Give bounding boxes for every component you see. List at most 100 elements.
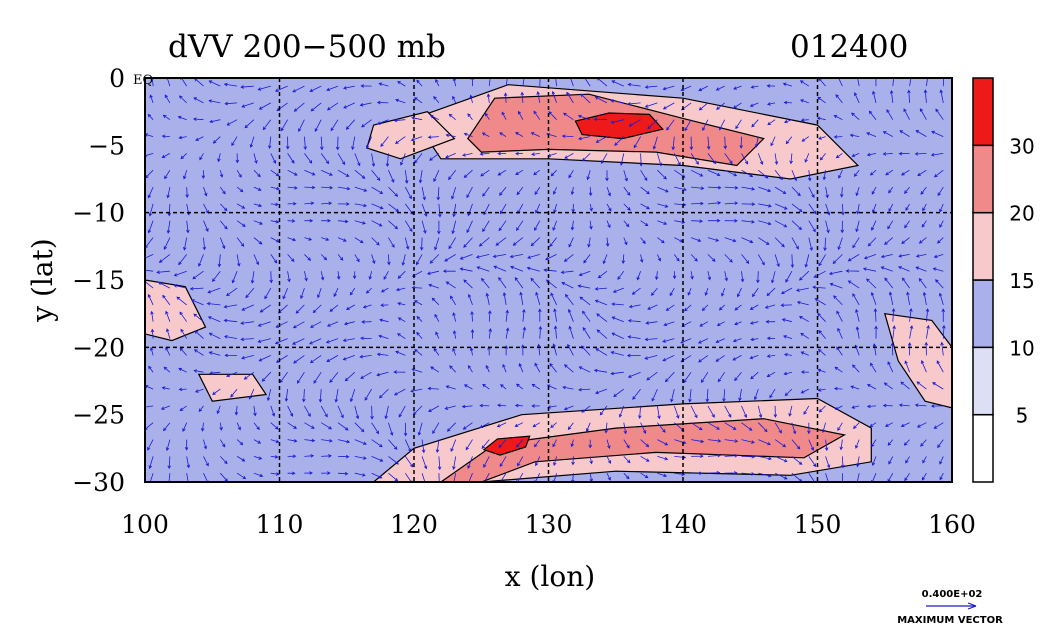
wind-vector xyxy=(148,365,154,373)
wind-vector xyxy=(623,439,630,449)
wind-vector xyxy=(644,355,658,360)
wind-vector xyxy=(287,454,297,459)
wind-vector xyxy=(393,118,406,123)
wind-vector xyxy=(666,119,675,131)
wind-vector xyxy=(640,169,648,182)
wind-vector xyxy=(854,92,860,104)
wind-vector xyxy=(445,153,456,159)
wind-vector xyxy=(208,99,221,104)
wind-vector xyxy=(410,388,423,393)
wind-vector xyxy=(840,220,845,234)
wind-vector xyxy=(362,304,372,309)
wind-vector xyxy=(707,453,722,458)
wind-vector xyxy=(870,291,877,306)
colorbar-label: 30 xyxy=(1009,134,1034,158)
colorbar-label: 10 xyxy=(1009,336,1034,360)
wind-vector xyxy=(823,237,827,252)
wind-vector xyxy=(833,295,843,306)
wind-vector xyxy=(866,132,877,137)
wind-vector xyxy=(395,287,406,292)
wind-vector xyxy=(795,287,809,292)
wind-vector xyxy=(166,187,171,199)
wind-vector xyxy=(594,299,608,306)
wind-vector xyxy=(900,381,910,390)
wind-vector xyxy=(790,254,795,269)
wind-vector xyxy=(639,153,643,167)
wind-vector xyxy=(707,218,721,223)
wind-vector xyxy=(606,473,611,481)
wind-vector xyxy=(486,93,491,103)
wind-vector xyxy=(640,237,646,245)
wind-vector xyxy=(662,102,675,110)
wind-vector xyxy=(857,78,860,87)
wind-vector xyxy=(852,237,860,249)
wind-vector xyxy=(627,335,641,339)
wind-vector xyxy=(898,151,910,156)
wind-vector xyxy=(582,310,591,322)
wind-vector xyxy=(610,371,624,376)
wind-vector xyxy=(208,351,221,356)
wind-vector xyxy=(515,169,524,176)
wind-vector xyxy=(918,277,927,289)
wind-vector xyxy=(613,388,625,397)
wind-vector xyxy=(880,254,893,259)
wind-vector xyxy=(697,338,709,344)
wind-vector xyxy=(178,387,187,392)
wind-vector xyxy=(309,355,322,364)
wind-vector xyxy=(568,169,574,179)
wind-vector xyxy=(552,220,557,231)
colorbar-swatch xyxy=(972,144,994,214)
wind-vector xyxy=(452,203,457,218)
wind-vector xyxy=(515,439,524,448)
wind-vector xyxy=(639,254,644,263)
wind-vector xyxy=(505,309,509,322)
wind-vector xyxy=(538,308,542,322)
wind-vector xyxy=(852,293,860,306)
wind-vector xyxy=(451,186,457,200)
wind-vector xyxy=(935,108,944,120)
wind-vector xyxy=(354,439,367,445)
wind-vector xyxy=(921,220,927,228)
wind-vector xyxy=(623,203,631,211)
wind-vector xyxy=(851,112,860,121)
wind-vector xyxy=(462,153,473,157)
wind-vector xyxy=(530,237,541,247)
wind-vector xyxy=(429,254,440,264)
wind-vector xyxy=(657,220,668,225)
wind-vector xyxy=(563,405,574,411)
wind-vector xyxy=(236,456,246,462)
wind-vector xyxy=(534,362,541,373)
wind-vector xyxy=(749,304,759,310)
wind-vector xyxy=(614,136,625,146)
wind-vector xyxy=(236,422,241,431)
wind-vector xyxy=(270,202,279,207)
wind-vector xyxy=(816,116,826,121)
wind-vector xyxy=(707,405,715,418)
wind-vector xyxy=(236,186,244,193)
wind-vector xyxy=(240,321,254,325)
wind-vector xyxy=(707,237,720,242)
wind-vector xyxy=(942,324,946,339)
wind-vector xyxy=(253,220,263,225)
wind-vector xyxy=(583,254,591,264)
wind-vector xyxy=(192,270,204,280)
wind-vector xyxy=(354,203,367,208)
wind-vector xyxy=(724,405,732,418)
wind-vector xyxy=(662,338,675,343)
wind-vector xyxy=(505,78,510,87)
wind-vector xyxy=(371,439,383,448)
wind-vector xyxy=(754,136,759,148)
wind-vector xyxy=(448,169,457,181)
wind-vector xyxy=(326,321,339,327)
wind-vector xyxy=(543,268,557,272)
wind-vector xyxy=(337,254,344,261)
wind-vector xyxy=(715,355,725,362)
wind-vector xyxy=(166,328,171,339)
wind-vector xyxy=(774,186,787,195)
wind-vector xyxy=(796,300,809,306)
wind-vector xyxy=(568,237,574,248)
wind-vector xyxy=(724,439,739,443)
wind-vector xyxy=(444,405,456,410)
wind-vector xyxy=(435,331,440,339)
wind-vector xyxy=(351,136,356,151)
